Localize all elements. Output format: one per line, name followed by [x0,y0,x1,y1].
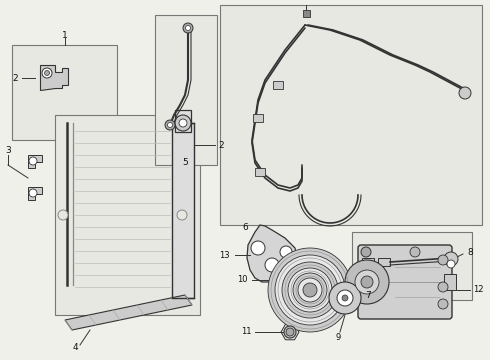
Polygon shape [65,295,192,330]
Text: 4: 4 [72,343,78,352]
Bar [155,15,217,165]
Text: 8: 8 [467,248,473,257]
Circle shape [42,68,52,78]
Text: 5: 5 [182,158,188,166]
Polygon shape [281,324,299,340]
Text: 9: 9 [335,333,341,342]
Text: 2: 2 [218,140,223,149]
Circle shape [183,23,193,33]
Circle shape [175,115,191,131]
Circle shape [337,290,353,306]
Text: 6: 6 [242,222,248,231]
Text: 3: 3 [5,145,11,154]
Polygon shape [40,65,68,90]
Circle shape [282,262,338,318]
Bar [352,232,472,300]
Circle shape [29,157,37,165]
Bar [273,81,283,89]
Text: 11: 11 [242,328,252,337]
Circle shape [303,283,317,297]
Circle shape [45,71,49,76]
Circle shape [438,299,448,309]
Circle shape [275,255,345,325]
Bar [175,110,191,132]
Circle shape [298,278,322,302]
Bar [378,258,390,266]
Circle shape [29,189,37,197]
Circle shape [342,295,348,301]
Polygon shape [247,225,298,282]
Circle shape [447,260,455,268]
Circle shape [165,120,175,130]
Text: 7: 7 [365,292,371,301]
Circle shape [329,282,361,314]
Circle shape [179,119,187,127]
Circle shape [168,122,172,127]
Circle shape [268,248,352,332]
Text: 13: 13 [220,251,230,260]
Bar [172,123,194,298]
Polygon shape [28,155,42,168]
Circle shape [177,210,187,220]
Circle shape [355,270,379,294]
Bar [253,114,263,122]
Bar [220,5,482,225]
Circle shape [361,276,373,288]
Text: 1: 1 [62,31,68,40]
Text: 12: 12 [473,285,484,294]
Circle shape [459,87,471,99]
Bar [55,115,200,315]
Circle shape [361,247,371,257]
Bar [303,10,310,17]
Circle shape [286,328,294,336]
Bar [362,258,374,266]
Circle shape [265,258,279,272]
Circle shape [288,268,332,312]
Circle shape [284,326,296,338]
Text: 2: 2 [12,73,18,82]
Circle shape [438,255,448,265]
Circle shape [410,247,420,257]
FancyBboxPatch shape [358,245,452,319]
Bar [12,45,117,140]
Bar [444,274,456,290]
Circle shape [58,210,68,220]
Circle shape [444,252,458,266]
Circle shape [186,26,191,31]
Circle shape [438,282,448,292]
Text: 10: 10 [238,275,248,284]
Circle shape [345,260,389,304]
Bar [255,168,265,176]
Polygon shape [28,187,42,200]
Circle shape [280,246,292,258]
Circle shape [251,241,265,255]
Circle shape [293,273,327,307]
